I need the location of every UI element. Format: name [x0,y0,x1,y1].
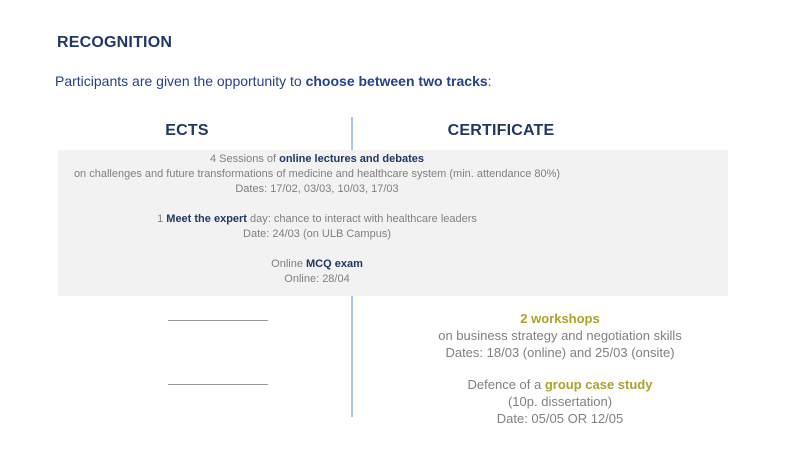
ects-blank-line-2 [168,384,268,385]
track-header-ects: ECTS [165,122,209,139]
expert-bold: Meet the expert [166,213,247,225]
intro-bold: choose between two tracks [305,73,488,89]
certificate-workshops-block: 2 workshops on business strategy and neg… [352,310,768,361]
intro-prefix: Participants are given the opportunity t… [55,73,306,89]
workshops-title-line: 2 workshops [520,310,599,327]
activity-mcq-exam: Online MCQ exam Online: 28/04 [271,257,363,287]
case-study-dates: Date: 05/05 OR 12/05 [496,411,624,426]
activity-meet-the-expert: 1 Meet the expert day: chance to interac… [157,212,477,242]
lectures-prefix: 4 Sessions of [210,153,280,165]
intro-suffix: : [487,73,492,89]
shared-activities-box: 4 Sessions of online lectures and debate… [58,150,728,296]
lectures-dates: Dates: 17/02, 03/03, 10/03, 17/03 [235,183,399,195]
certificate-case-study-block: Defence of a group case study (10p. diss… [352,376,768,427]
ects-blank-line-1 [168,320,268,321]
lectures-bold: online lectures and debates [279,153,424,165]
expert-suffix: day: chance to interact with healthcare … [246,213,477,225]
activity-online-lectures: 4 Sessions of online lectures and debate… [74,152,560,197]
workshops-description: on business strategy and negotiation ski… [438,328,682,343]
expert-prefix: 1 [157,213,167,225]
case-study-prefix: Defence of a [467,377,545,392]
expert-title-line: 1 Meet the expert day: chance to interac… [157,212,477,227]
case-study-bold: group case study [544,377,653,392]
intro-text: Participants are given the opportunity t… [55,73,492,89]
expert-dates: Date: 24/03 (on ULB Campus) [243,228,391,240]
mcq-title-line: Online MCQ exam [271,257,363,272]
workshops-bold: 2 workshops [520,311,600,326]
lectures-description: on challenges and future transformations… [73,168,561,180]
case-study-title-line: Defence of a group case study [468,376,653,393]
mcq-dates: Online: 28/04 [284,273,350,285]
page-title: RECOGNITION [57,34,173,51]
mcq-prefix: Online [271,258,306,270]
shared-activities-text: 4 Sessions of online lectures and debate… [58,152,576,287]
lectures-title-line: 4 Sessions of online lectures and debate… [210,152,424,167]
workshops-dates: Dates: 18/03 (online) and 25/03 (onsite) [445,345,675,360]
track-header-certificate: CERTIFICATE [447,122,555,139]
case-study-dissertation: (10p. dissertation) [507,394,613,409]
mcq-bold: MCQ exam [306,258,363,270]
